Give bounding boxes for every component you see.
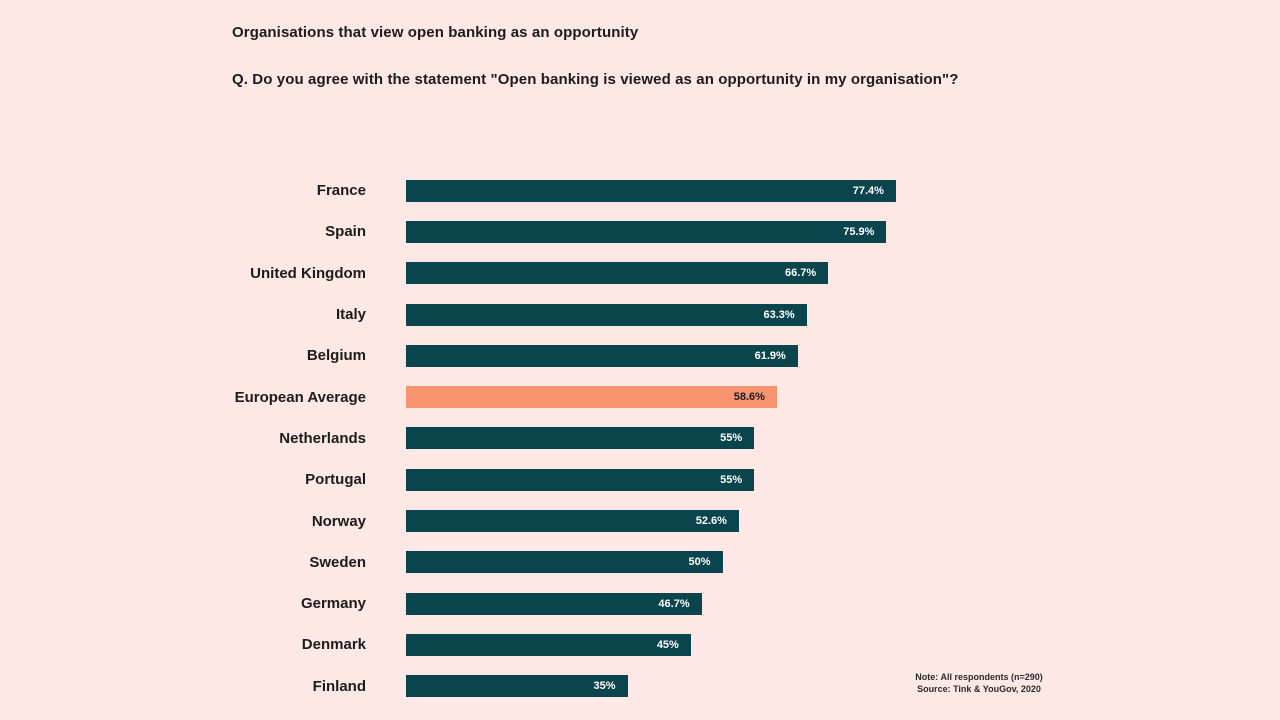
bar-value-label: 52.6% bbox=[695, 515, 727, 528]
bar-row: France 77.4% bbox=[232, 170, 1039, 211]
bar-row: Italy 63.3% bbox=[232, 294, 1039, 335]
bar: 58.6% bbox=[406, 386, 777, 409]
category-label: Germany bbox=[300, 595, 366, 613]
bar-value-label: 66.7% bbox=[785, 267, 817, 280]
bar-track: 61.9% bbox=[406, 344, 1039, 367]
category-label: Spain bbox=[325, 223, 366, 241]
page-title: Organisations that view open banking as … bbox=[232, 24, 639, 41]
bar-track: 63.3% bbox=[406, 303, 1039, 326]
bar-track: 35% bbox=[406, 675, 1039, 698]
bar-track: 77.4% bbox=[406, 179, 1039, 202]
bar: 35% bbox=[406, 675, 628, 698]
bar-value-label: 61.9% bbox=[754, 349, 786, 362]
category-label: Norway bbox=[311, 512, 366, 530]
bar: 75.9% bbox=[406, 220, 887, 243]
bar: 46.7% bbox=[406, 592, 702, 615]
bar-row: European Average 58.6% bbox=[232, 376, 1039, 417]
bar: 66.7% bbox=[406, 262, 829, 285]
bar-value-label: 75.9% bbox=[843, 225, 875, 238]
category-label: Denmark bbox=[301, 636, 366, 654]
bar-value-label: 58.6% bbox=[733, 391, 765, 404]
bar-value-label: 45% bbox=[656, 638, 679, 651]
category-label: Italy bbox=[335, 306, 366, 324]
bar-track: 55% bbox=[406, 427, 1039, 450]
bar: 50% bbox=[406, 551, 723, 574]
category-label: France bbox=[316, 182, 366, 200]
bar-row: Germany 46.7% bbox=[232, 583, 1039, 624]
bar: 55% bbox=[406, 427, 755, 450]
bar-track: 55% bbox=[406, 468, 1039, 491]
page-subtitle: Q. Do you agree with the statement "Open… bbox=[232, 71, 959, 88]
bar-row: Finland 35% bbox=[232, 666, 1039, 707]
bar-track: 66.7% bbox=[406, 262, 1039, 285]
bar: 52.6% bbox=[406, 510, 739, 533]
bar-value-label: 46.7% bbox=[658, 597, 690, 610]
category-label: Finland bbox=[312, 677, 366, 695]
category-label: Portugal bbox=[305, 471, 366, 489]
bar-row: Belgium 61.9% bbox=[232, 335, 1039, 376]
footnote: Note: All respondents (n=290) Source: Ti… bbox=[910, 672, 1048, 695]
category-label: United Kingdom bbox=[250, 264, 366, 282]
bar-row: Netherlands 55% bbox=[232, 418, 1039, 459]
bar-track: 45% bbox=[406, 633, 1039, 656]
category-label: Sweden bbox=[309, 553, 366, 571]
bar-row: Norway 52.6% bbox=[232, 500, 1039, 541]
bar-value-label: 77.4% bbox=[852, 184, 884, 197]
bar-value-label: 50% bbox=[688, 556, 711, 569]
bar-track: 75.9% bbox=[406, 220, 1039, 243]
bar-track: 50% bbox=[406, 551, 1039, 574]
bar-chart: France 77.4% Spain 75.9% United Kingdom … bbox=[232, 170, 1039, 707]
bar-value-label: 35% bbox=[593, 680, 616, 693]
bar: 63.3% bbox=[406, 303, 807, 326]
bar: 77.4% bbox=[406, 179, 896, 202]
bar-value-label: 63.3% bbox=[763, 308, 795, 321]
bar: 45% bbox=[406, 633, 691, 656]
category-label: European Average bbox=[234, 388, 366, 406]
bar-value-label: 55% bbox=[720, 473, 743, 486]
category-label: Belgium bbox=[306, 347, 366, 365]
footnote-source-line: Source: Tink & YouGov, 2020 bbox=[917, 683, 1041, 694]
category-label: Netherlands bbox=[279, 429, 366, 447]
bar-row: United Kingdom 66.7% bbox=[232, 253, 1039, 294]
bar-track: 46.7% bbox=[406, 592, 1039, 615]
bar-row: Portugal 55% bbox=[232, 459, 1039, 500]
bar-track: 58.6% bbox=[406, 386, 1039, 409]
bar: 55% bbox=[406, 468, 755, 491]
bar-value-label: 55% bbox=[720, 432, 743, 445]
bar-row: Spain 75.9% bbox=[232, 211, 1039, 252]
bar: 61.9% bbox=[406, 344, 798, 367]
bar-row: Sweden 50% bbox=[232, 542, 1039, 583]
bar-track: 52.6% bbox=[406, 510, 1039, 533]
bar-row: Denmark 45% bbox=[232, 624, 1039, 665]
footnote-note-line: Note: All respondents (n=290) bbox=[915, 672, 1043, 682]
